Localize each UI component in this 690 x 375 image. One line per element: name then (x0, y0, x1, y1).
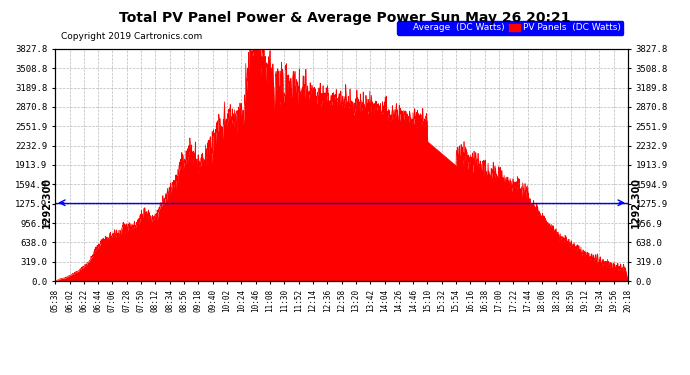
Text: Copyright 2019 Cartronics.com: Copyright 2019 Cartronics.com (61, 33, 202, 42)
Text: Total PV Panel Power & Average Power Sun May 26 20:21: Total PV Panel Power & Average Power Sun… (119, 11, 571, 25)
Text: 1292.300: 1292.300 (42, 177, 52, 228)
Legend: Average  (DC Watts), PV Panels  (DC Watts): Average (DC Watts), PV Panels (DC Watts) (397, 21, 623, 35)
Text: 1292.300: 1292.300 (631, 177, 641, 228)
